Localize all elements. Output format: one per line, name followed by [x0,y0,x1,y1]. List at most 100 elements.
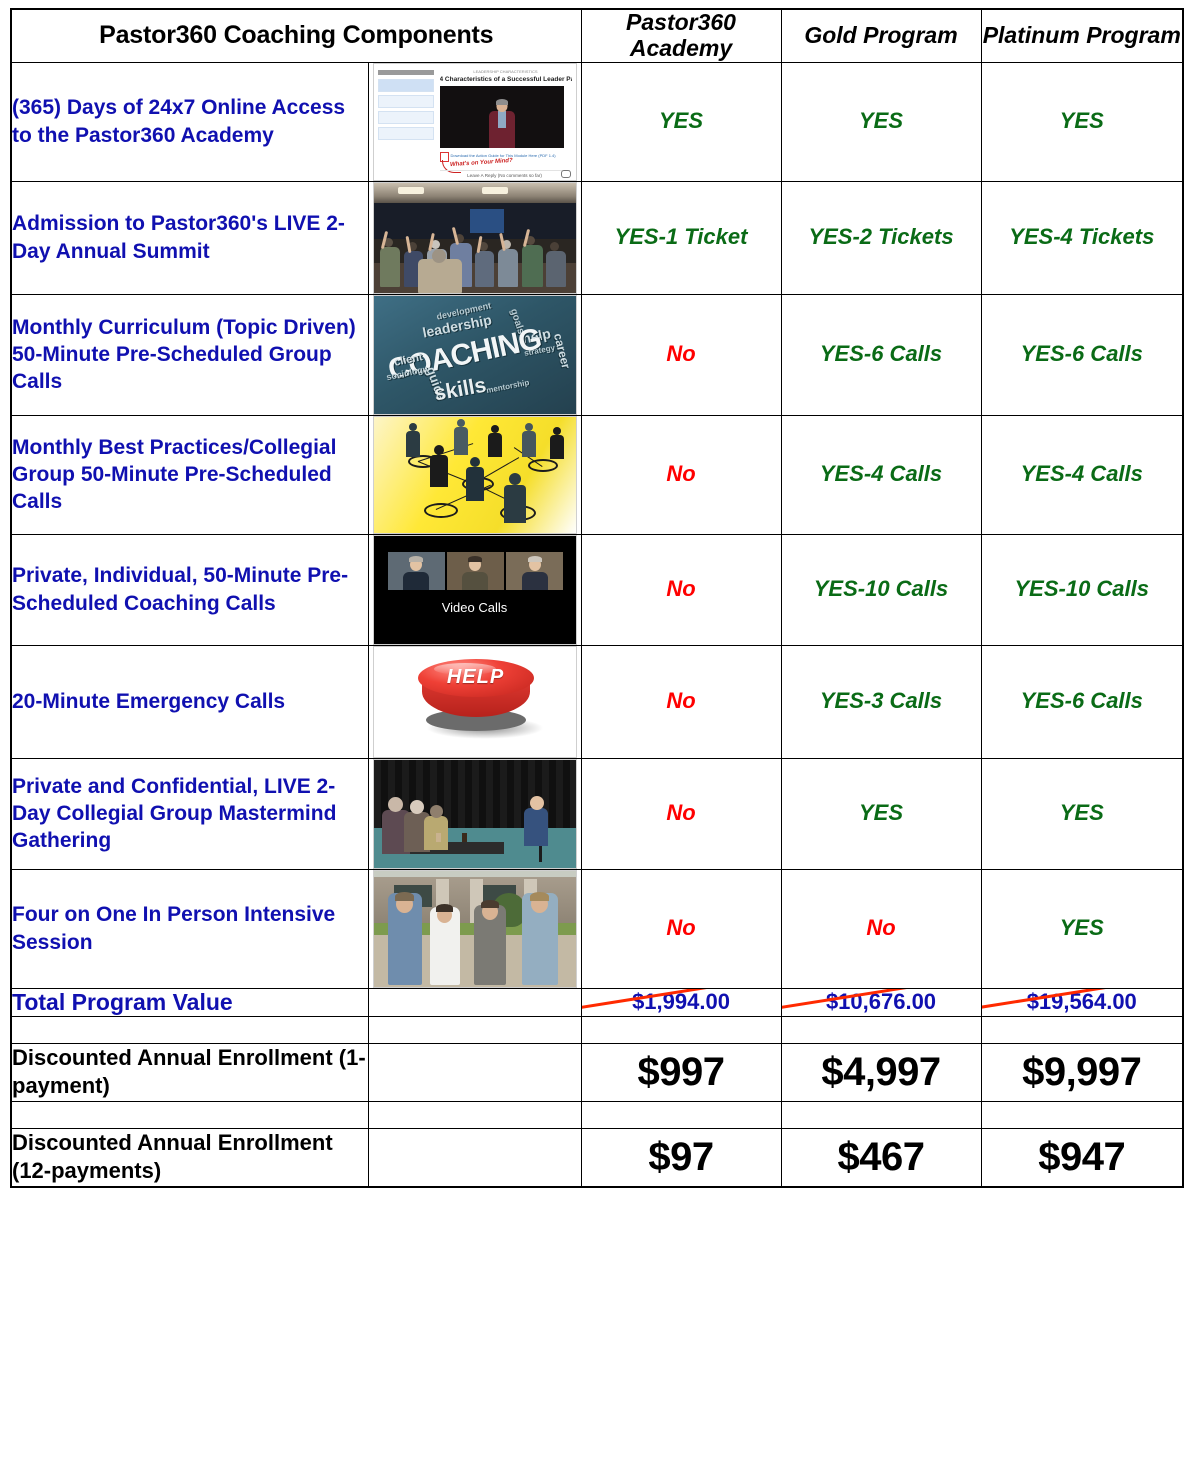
value-gold: YES [780,61,982,182]
feature-label: Private and Confidential, LIVE 2-Day Col… [10,757,369,870]
value-academy: No [580,868,782,989]
total-value-gold: $10,676.00 [780,987,982,1017]
feature-label: Monthly Best Practices/Collegial Group 5… [10,414,369,535]
value-platinum: YES [980,61,1184,182]
total-value-label: Total Program Value [10,987,369,1017]
course-sidebar [377,69,434,154]
course-title: 4 Characteristics of a Successful Leader… [439,75,572,83]
feature-image-cell [367,414,582,535]
value-platinum: YES-6 Calls [980,644,1184,759]
value-platinum: YES [980,757,1184,870]
price-image-cell [367,1127,582,1188]
price-academy: $997 [580,1042,782,1102]
table-row: Admission to Pastor360's LIVE 2-Day Annu… [10,180,1184,295]
spacer-row [10,1100,1184,1129]
total-value-academy-amount: $1,994.00 [632,989,730,1014]
feature-label: 20-Minute Emergency Calls [10,644,369,759]
price-label: Discounted Annual Enrollment (12-payment… [10,1127,369,1188]
table-row: Monthly Curriculum (Topic Driven) 50-Min… [10,293,1184,416]
value-platinum: YES-4 Tickets [980,180,1184,295]
total-value-platinum-amount: $19,564.00 [1026,989,1137,1014]
feature-image-cell: HELP [367,644,582,759]
value-gold: YES-6 Calls [780,293,982,416]
pricing-comparison-table: Pastor360 Coaching Components Pastor360 … [10,8,1184,1188]
spacer-row [10,1015,1184,1044]
table-row: Private and Confidential, LIVE 2-Day Col… [10,757,1184,870]
price-row-one-payment: Discounted Annual Enrollment (1-payment)… [10,1042,1184,1102]
value-platinum: YES [980,868,1184,989]
table-row: Monthly Best Practices/Collegial Group 5… [10,414,1184,535]
total-program-value-row: Total Program Value $1,994.00 $10,676.00… [10,987,1184,1017]
price-platinum: $9,997 [980,1042,1184,1102]
feature-label: Admission to Pastor360's LIVE 2-Day Annu… [10,180,369,295]
video-tile [506,551,564,590]
feature-image-cell: LEADERSHIP CHARACTERISTICS 4 Characteris… [367,61,582,182]
feature-image-cell: development leadership goals help COACHI… [367,293,582,416]
feature-image-cell: Video Calls [367,533,582,646]
mastermind-gathering-photo-image [372,758,577,869]
value-gold: YES-10 Calls [780,533,982,646]
total-value-platinum: $19,564.00 [980,987,1184,1017]
value-academy: No [580,293,782,416]
price-academy: $97 [580,1127,782,1188]
video-tile [387,551,445,590]
price-gold: $467 [780,1127,982,1188]
value-platinum: YES-6 Calls [980,293,1184,416]
price-label: Discounted Annual Enrollment (1-payment) [10,1042,369,1102]
value-academy: YES-1 Ticket [580,180,782,295]
course-video-player [439,85,564,148]
summit-crowd-photo-image [372,181,577,294]
value-platinum: YES-4 Calls [980,414,1184,535]
video-calls-screenshot-image: Video Calls [372,534,577,645]
value-gold: YES-2 Tickets [780,180,982,295]
feature-image-cell [367,180,582,295]
price-platinum: $947 [980,1127,1184,1188]
comment-bubble-icon [560,169,571,178]
people-network-diagram-image [372,415,577,534]
coaching-word-cloud-image: development leadership goals help COACHI… [372,294,577,415]
column-header-gold: Gold Program [780,8,982,63]
feature-label: (365) Days of 24x7 Online Access to the … [10,61,369,182]
value-academy: No [580,414,782,535]
four-men-talking-outdoors-photo-image [372,869,577,988]
academy-course-page-screenshot-image: LEADERSHIP CHARACTERISTICS 4 Characteris… [372,62,577,181]
table-row: Four on One In Person Intensive Session [10,868,1184,989]
table-row: Private, Individual, 50-Minute Pre-Sched… [10,533,1184,646]
value-gold: YES-3 Calls [780,644,982,759]
value-academy: No [580,533,782,646]
value-gold: No [780,868,982,989]
total-value-academy: $1,994.00 [580,987,782,1017]
word-mentorship: mentorship [485,377,530,395]
value-academy: No [580,644,782,759]
word-career: career [550,331,573,370]
price-image-cell [367,1042,582,1102]
total-value-gold-amount: $10,676.00 [825,989,937,1014]
course-pdf-link: Download the Action Guide for This Modul… [450,152,556,158]
video-tile [446,551,505,590]
value-gold: YES [780,757,982,870]
red-help-button-image: HELP [372,645,577,758]
feature-label: Monthly Curriculum (Topic Driven) 50-Min… [10,293,369,416]
column-header-academy: Pastor360 Academy [580,8,782,63]
value-academy: YES [580,61,782,182]
value-academy: No [580,757,782,870]
total-value-image-cell [367,987,582,1017]
price-gold: $4,997 [780,1042,982,1102]
feature-label: Four on One In Person Intensive Session [10,868,369,989]
page-title: Pastor360 Coaching Components [10,8,582,63]
column-header-platinum: Platinum Program [980,8,1184,63]
video-tiles [387,551,564,590]
feature-label: Private, Individual, 50-Minute Pre-Sched… [10,533,369,646]
course-breadcrumb: LEADERSHIP CHARACTERISTICS [473,68,538,74]
feature-image-cell [367,868,582,989]
value-gold: YES-4 Calls [780,414,982,535]
course-comment-line: Leave A Reply (No comments so far) [439,169,570,178]
video-calls-caption: Video Calls [441,599,508,615]
table-row: 20-Minute Emergency Calls HELP No YES-3 … [10,644,1184,759]
table-row: (365) Days of 24x7 Online Access to the … [10,61,1184,182]
price-row-twelve-payments: Discounted Annual Enrollment (12-payment… [10,1127,1184,1188]
value-platinum: YES-10 Calls [980,533,1184,646]
feature-image-cell [367,757,582,870]
table-header-row: Pastor360 Coaching Components Pastor360 … [10,8,1184,63]
